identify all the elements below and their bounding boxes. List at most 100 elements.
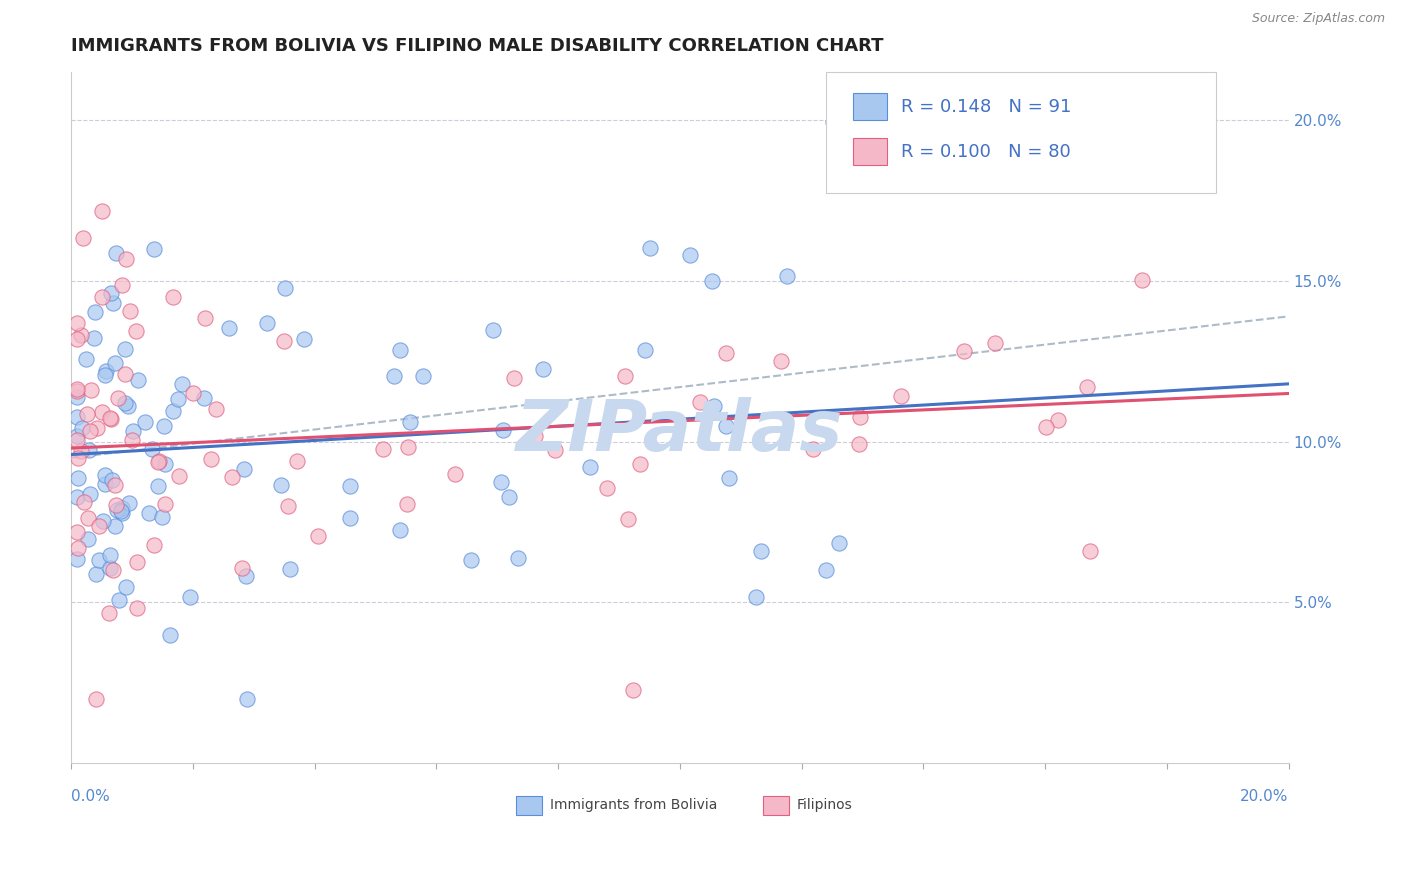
Point <box>79 486 101 500</box>
Point <box>67 451 90 466</box>
Point <box>181 386 204 401</box>
Point <box>200 451 222 466</box>
Point <box>66 524 89 539</box>
Point <box>143 242 166 256</box>
Point <box>77 532 100 546</box>
Point <box>104 498 127 512</box>
Point <box>100 548 122 562</box>
Point <box>75 351 97 366</box>
Point <box>66 384 89 399</box>
Point <box>148 479 170 493</box>
Point <box>114 342 136 356</box>
Point <box>443 467 465 481</box>
Point <box>83 331 105 345</box>
Point <box>776 268 799 283</box>
Point <box>101 473 124 487</box>
Point <box>66 383 89 397</box>
Text: R = 0.148   N = 91: R = 0.148 N = 91 <box>901 98 1071 116</box>
Point <box>717 471 740 485</box>
Point <box>339 479 361 493</box>
Point <box>66 433 89 447</box>
Point <box>503 371 526 385</box>
Point <box>638 241 661 255</box>
Point <box>628 457 651 471</box>
Point <box>256 316 278 330</box>
Point <box>596 481 619 495</box>
Point <box>138 506 160 520</box>
Point <box>77 443 100 458</box>
Point <box>270 477 292 491</box>
Point <box>67 541 90 555</box>
Point <box>114 580 136 594</box>
Point <box>498 490 520 504</box>
Point <box>233 462 256 476</box>
Point <box>98 561 121 575</box>
Point <box>339 511 361 525</box>
Point <box>118 496 141 510</box>
Point <box>278 562 301 576</box>
Point <box>111 501 134 516</box>
Point <box>170 376 193 391</box>
Point <box>1076 380 1098 394</box>
Point <box>93 368 115 383</box>
Point <box>66 331 89 345</box>
Point <box>388 343 411 357</box>
Point <box>111 506 134 520</box>
Point <box>83 305 105 319</box>
Point <box>100 285 122 300</box>
Point <box>134 415 156 429</box>
Point <box>98 607 121 621</box>
Point <box>1046 413 1069 427</box>
Point <box>153 457 176 471</box>
Point <box>508 550 530 565</box>
Point <box>769 353 792 368</box>
Point <box>1078 544 1101 558</box>
Point <box>70 328 93 343</box>
Point <box>388 523 411 537</box>
Point <box>492 423 515 437</box>
Point <box>150 510 173 524</box>
Point <box>617 512 640 526</box>
Point <box>100 411 122 425</box>
Point <box>205 401 228 416</box>
Point <box>91 514 114 528</box>
Point <box>578 459 600 474</box>
Point <box>179 591 201 605</box>
Point <box>716 345 738 359</box>
Point <box>66 410 89 425</box>
Point <box>77 511 100 525</box>
Point <box>491 475 513 490</box>
Text: ZIPatlas: ZIPatlas <box>516 397 844 466</box>
Point <box>127 373 149 387</box>
Point <box>159 628 181 642</box>
Point <box>953 344 976 359</box>
Point <box>105 245 128 260</box>
Point <box>307 529 329 543</box>
Point <box>70 444 93 458</box>
Point <box>396 441 419 455</box>
Point <box>87 553 110 567</box>
Point <box>412 369 434 384</box>
Point <box>103 296 125 310</box>
Text: Filipinos: Filipinos <box>797 798 852 813</box>
Point <box>236 691 259 706</box>
Point <box>700 274 723 288</box>
Point <box>531 361 554 376</box>
Point <box>890 389 912 403</box>
Point <box>114 396 136 410</box>
Point <box>143 538 166 552</box>
Point <box>91 405 114 419</box>
Point <box>614 369 637 384</box>
Point <box>98 411 121 425</box>
Point <box>193 392 215 406</box>
Text: IMMIGRANTS FROM BOLIVIA VS FILIPINO MALE DISABILITY CORRELATION CHART: IMMIGRANTS FROM BOLIVIA VS FILIPINO MALE… <box>72 37 884 55</box>
Point <box>689 395 711 409</box>
Point <box>125 601 148 615</box>
Point <box>273 281 295 295</box>
Point <box>110 277 132 292</box>
Point <box>235 568 257 582</box>
Point <box>104 356 127 370</box>
Point <box>162 404 184 418</box>
FancyBboxPatch shape <box>853 138 887 165</box>
Point <box>73 494 96 508</box>
